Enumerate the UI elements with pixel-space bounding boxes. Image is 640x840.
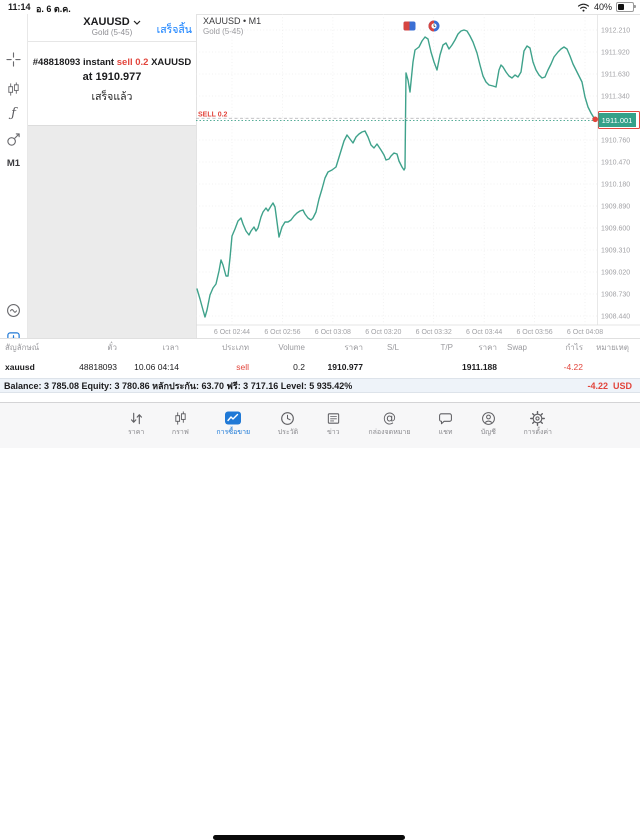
position-open-price: 1910.977 (327, 361, 363, 372)
account-summary-bar: Balance: 3 785.08 Equity: 3 780.86 หลักป… (0, 378, 640, 393)
price-tick-label: 1909.600 (601, 226, 630, 233)
history-clock-icon (280, 408, 295, 426)
symbol-name: XAUUSD (83, 16, 130, 28)
tab-settings[interactable]: การตั้งค่า (523, 408, 552, 438)
candlestick-icon[interactable] (0, 82, 27, 97)
indicators-icon[interactable]: ƒ (11, 106, 16, 121)
wifi-icon (577, 2, 590, 12)
crosshair-icon[interactable] (0, 52, 27, 67)
price-tick-label: 1911.340 (601, 94, 630, 101)
position-row[interactable]: xauusd 48818093 10.06 04:14 sell 0.2 191… (0, 356, 640, 377)
bottom-tab-bar: ราคา กราฟ การซื้อขาย (0, 402, 640, 840)
sell-order-label: SELL 0.2 (198, 112, 228, 119)
time-tick-label: 6 Oct 03:56 (516, 329, 552, 336)
order-result-message: #48818093 instant sell 0.2 XAUUSD at 191… (28, 42, 196, 125)
panel-disabled-area (28, 125, 196, 339)
chart-toolbar: ƒ M1 (0, 14, 28, 345)
tab-trade[interactable]: การซื้อขาย (216, 408, 250, 438)
order-result-status: เสร็จแล้ว (91, 91, 133, 103)
positions-table: สัญลักษณ์ ตั๋ว เวลา ประเภท Volume ราคา S/L T… (0, 338, 640, 379)
event-flag-icon[interactable] (403, 21, 416, 31)
quotes-icon (129, 408, 144, 426)
price-tick-label: 1908.440 (601, 314, 630, 321)
tab-charts[interactable]: กราฟ (172, 408, 189, 438)
symbol-selector[interactable]: XAUUSD Gold (5-45) (28, 16, 196, 37)
chat-icon (438, 408, 453, 426)
price-tick-label: 1910.470 (601, 160, 630, 167)
chart-subtitle: Gold (5-45) (203, 27, 244, 36)
trade-panel: XAUUSD Gold (5-45) เสร็จสิ้น #48818093 i… (28, 14, 197, 339)
order-sell-volume: sell 0.2 (116, 57, 149, 68)
position-time: 10.06 04:14 (134, 361, 179, 372)
positions-table-header: สัญลักษณ์ ตั๋ว เวลา ประเภท Volume ราคา S/L T… (5, 343, 629, 352)
position-type: sell (236, 361, 249, 372)
time-tick-label: 6 Oct 02:56 (264, 329, 300, 336)
tab-chat[interactable]: แชท (438, 408, 453, 438)
price-tick-label: 1908.730 (601, 292, 630, 299)
current-price-badge (598, 113, 636, 127)
price-tick-label: 1909.890 (601, 204, 630, 211)
objects-icon[interactable] (0, 132, 27, 147)
tab-quotes[interactable]: ราคา (128, 408, 144, 438)
top-divider (28, 14, 640, 15)
news-icon (326, 408, 341, 426)
current-price-value: 1911.001 (602, 116, 633, 125)
economic-calendar-icon[interactable] (0, 303, 27, 318)
order-result-line1: #48818093 instant sell 0.2 XAUUSD (32, 57, 192, 68)
timeframe-button[interactable]: M1 (6, 158, 21, 169)
symbol-description: Gold (5-45) (91, 28, 133, 37)
tab-history[interactable]: ประวัติ (278, 408, 298, 438)
tab-news[interactable]: ข่าว (326, 408, 341, 438)
tab-accounts[interactable]: บัญชี (481, 408, 496, 438)
time-tick-label: 6 Oct 03:44 (466, 329, 502, 336)
event-clock-icon[interactable] (428, 20, 440, 32)
mailbox-icon: @ (382, 411, 396, 426)
time-tick-label: 6 Oct 04:08 (567, 329, 603, 336)
price-tick-label: 1910.180 (601, 182, 630, 189)
position-profit: -4.22 (563, 361, 583, 372)
price-tick-label: 1911.630 (601, 72, 630, 79)
chart-candles-icon (173, 408, 188, 426)
price-tick-label: 1909.310 (601, 248, 630, 255)
price-tick-label: 1911.920 (601, 50, 630, 57)
last-price-dot (592, 116, 598, 123)
price-tick-label: 1909.020 (601, 270, 630, 277)
done-button[interactable]: เสร็จสิ้น (157, 21, 192, 38)
account-icon (481, 408, 496, 426)
chart-canvas[interactable]: 1912.2101911.9201911.6301911.3401911.050… (196, 14, 640, 338)
order-result-price: at 1910.977 (82, 71, 142, 83)
position-symbol: xauusd (5, 361, 35, 372)
price-tick-label: 1912.210 (601, 28, 630, 35)
trade-panel-header: XAUUSD Gold (5-45) เสร็จสิ้น (28, 14, 196, 42)
status-bar: 11:14 อ. 6 ต.ค. 40% (0, 0, 640, 14)
account-summary: Balance: 3 785.08 Equity: 3 780.86 หลักป… (4, 380, 353, 391)
status-date: อ. 6 ต.ค. (36, 4, 71, 14)
status-time: 11:14 (8, 2, 31, 12)
time-tick-label: 6 Oct 02:44 (214, 329, 250, 336)
price-chart[interactable]: 1912.2101911.9201911.6301911.3401911.050… (196, 14, 640, 338)
position-volume: 0.2 (293, 361, 305, 372)
chart-title: XAUUSD • M1 (203, 16, 262, 26)
home-indicator[interactable] (213, 835, 405, 840)
battery-icon (616, 2, 636, 12)
time-tick-label: 6 Oct 03:08 (315, 329, 351, 336)
floating-profit: -4.22 USD (587, 380, 632, 391)
time-tick-label: 6 Oct 03:20 (365, 329, 401, 336)
time-tick-label: 6 Oct 03:32 (416, 329, 452, 336)
battery-percent: 40% (593, 2, 612, 12)
position-ticket: 48818093 (79, 361, 117, 372)
tab-mailbox[interactable]: @ กล่องจดหมาย (368, 408, 410, 438)
price-tick-label: 1910.760 (601, 138, 630, 145)
settings-gear-icon (530, 408, 546, 426)
price-series-line (196, 29, 596, 318)
position-current-price: 1911.188 (462, 361, 497, 372)
trade-icon (224, 408, 242, 426)
